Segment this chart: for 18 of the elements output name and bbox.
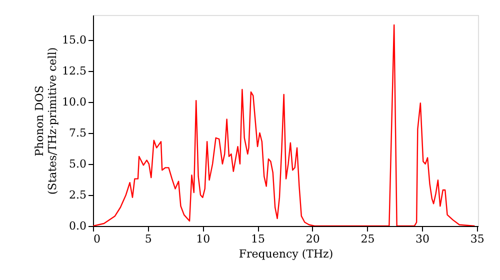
x-tick-label: 35: [470, 232, 484, 246]
y-axis-title: Phonon DOS (States/THz·primitive cell): [33, 47, 60, 195]
x-tick-label: 15: [251, 232, 266, 246]
x-tick-label: 30: [416, 232, 430, 246]
x-tick-label: 10: [196, 232, 210, 246]
x-tick-label: 0: [94, 232, 100, 246]
y-tick-label: 15.0: [62, 33, 86, 46]
y-tick-label: 7.5: [69, 126, 86, 140]
y-tick-label: 2.5: [69, 188, 86, 202]
x-tick-label: 5: [144, 232, 152, 246]
y-tick-label: 12.5: [62, 64, 86, 78]
x-tick-label: 20: [306, 232, 320, 246]
y-tick-label: 5.0: [69, 157, 86, 170]
line-series: [93, 24, 476, 226]
y-tick-label: 10.0: [62, 95, 86, 108]
x-axis-title: Frequency (THz): [238, 248, 334, 260]
x-tick-label: 25: [360, 232, 375, 246]
y-tick-label: 0.0: [69, 220, 86, 232]
